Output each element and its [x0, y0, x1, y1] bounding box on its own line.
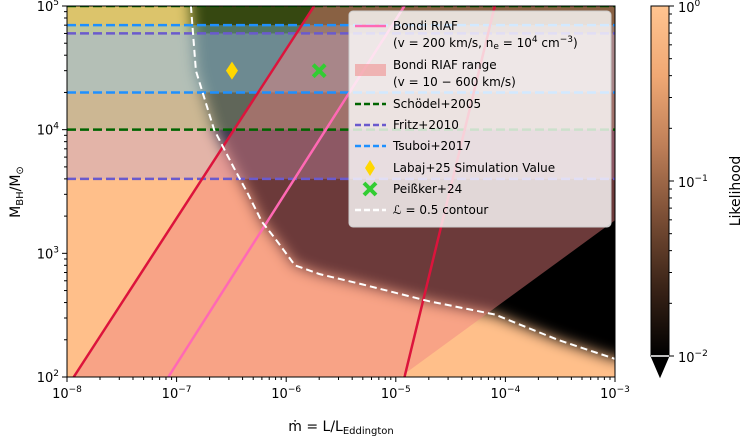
- colorbar-tick-label-2: 10−2: [678, 349, 708, 366]
- likelihood-contour: [189, 6, 615, 360]
- x-axis: 10−8 10−7 10−6 10−5 10−4 10−3: [52, 377, 630, 402]
- x-tick-label-5: 10−3: [600, 385, 630, 402]
- legend-label-bondi-range-2: (v = 10 − 600 km/s): [393, 75, 516, 89]
- legend-label-contour: ℒ = 0.5 contour: [393, 203, 488, 217]
- plot-frame: [66, 5, 616, 378]
- legend-label-schodel: Schödel+2005: [393, 97, 481, 111]
- y-axis: 102 103 104 105: [37, 0, 67, 386]
- colorbar-tick-label-1: 10−1: [678, 174, 708, 191]
- x-tick-label-2: 10−6: [271, 385, 301, 402]
- legend-label-fritz: Fritz+2010: [393, 118, 459, 132]
- x-axis-label-sub: Eddington: [343, 426, 394, 437]
- y-tick-label-0: 102: [37, 369, 59, 386]
- colorbar-label: Likelihood: [728, 156, 744, 227]
- marker-peisker: [311, 63, 327, 79]
- bondi-range-upper-edge: [72, 6, 316, 377]
- legend-label-bondi-2: (v = 200 km/s, ne = 104 cm−3): [393, 35, 578, 52]
- x-tick-label-1: 10−7: [162, 385, 192, 402]
- legend-swatch-labaj: [365, 160, 375, 176]
- legend-label-tsuboi: Tsuboi+2017: [392, 139, 471, 153]
- y-tick-label-1: 103: [37, 245, 59, 262]
- legend-label-labaj: Labaj+25 Simulation Value: [393, 161, 555, 175]
- colorbar-ticks: 100 10−1 10−2: [669, 0, 708, 366]
- legend-swatch-peisker: [362, 181, 378, 197]
- legend: Bondi RIAF (v = 200 km/s, ne = 104 cm−3)…: [348, 10, 612, 228]
- colorbar-gradient: [650, 5, 670, 357]
- legend-swatch-bondi-range: [355, 64, 386, 76]
- marker-labaj: [225, 61, 238, 80]
- y-axis-label-sun: ⊙: [15, 166, 26, 174]
- y-tick-label-2: 104: [37, 122, 60, 139]
- legend-label-bondi-range: Bondi RIAF range: [393, 58, 497, 72]
- x-axis-label: ṁ = L/LEddington: [288, 419, 393, 437]
- y-axis-label: MBH/M⊙: [8, 166, 26, 218]
- y-axis-label-sub: BH: [15, 191, 26, 205]
- colorbar: 100 10−1 10−2 Likelihood: [650, 0, 744, 379]
- x-tick-label-4: 10−4: [490, 385, 520, 402]
- markers: [225, 61, 327, 80]
- y-tick-label-3: 105: [37, 0, 59, 15]
- legend-label-peisker: Peißker+24: [393, 182, 462, 196]
- x-tick-label-0: 10−8: [52, 385, 82, 402]
- x-tick-label-3: 10−5: [381, 385, 411, 402]
- legend-label-bondi: Bondi RIAF: [393, 19, 458, 33]
- y-axis-label-div: /M: [8, 175, 24, 192]
- legend-box: [348, 10, 612, 228]
- colorbar-extend-min: [650, 355, 670, 379]
- colorbar-tick-label-0: 100: [678, 0, 701, 16]
